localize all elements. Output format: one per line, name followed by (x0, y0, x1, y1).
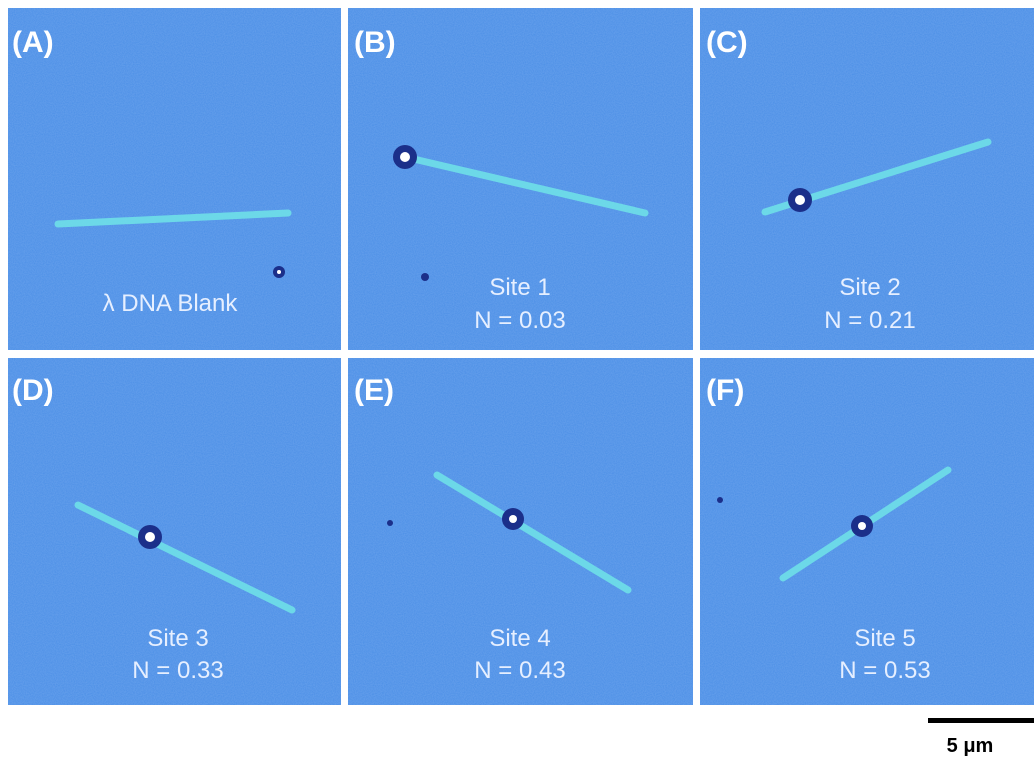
panel-label: (B) (354, 26, 396, 59)
panel-label: (C) (706, 26, 748, 59)
figure: (A) λ DNA Blank (B) Site 1 N = 0.03 (C) … (0, 0, 1034, 760)
caption: Site 1 (489, 274, 550, 301)
panel-b: (B) Site 1 N = 0.03 (348, 8, 693, 350)
caption: N = 0.33 (132, 657, 223, 684)
caption: N = 0.21 (824, 307, 915, 334)
panel-label: (E) (354, 374, 394, 407)
panel-e: (E) Site 4 N = 0.43 (348, 358, 693, 705)
panel-c: (C) Site 2 N = 0.21 (700, 8, 1034, 350)
caption: Site 5 (854, 625, 915, 652)
panel-d: (D) Site 3 N = 0.33 (8, 358, 341, 705)
panel-label: (D) (12, 374, 54, 407)
caption: N = 0.43 (474, 657, 565, 684)
caption: λ DNA Blank (103, 290, 239, 317)
caption: Site 2 (839, 274, 900, 301)
scale-bar (928, 718, 1034, 723)
panel-label: (A) (12, 26, 54, 59)
caption: Site 3 (147, 625, 208, 652)
panel-f: (F) Site 5 N = 0.53 (700, 358, 1034, 705)
caption: N = 0.53 (839, 657, 930, 684)
caption: Site 4 (489, 625, 550, 652)
panel-label: (F) (706, 374, 744, 407)
scale-label: 5 μm (947, 735, 994, 757)
panel-a: (A) λ DNA Blank (8, 8, 341, 350)
caption: N = 0.03 (474, 307, 565, 334)
